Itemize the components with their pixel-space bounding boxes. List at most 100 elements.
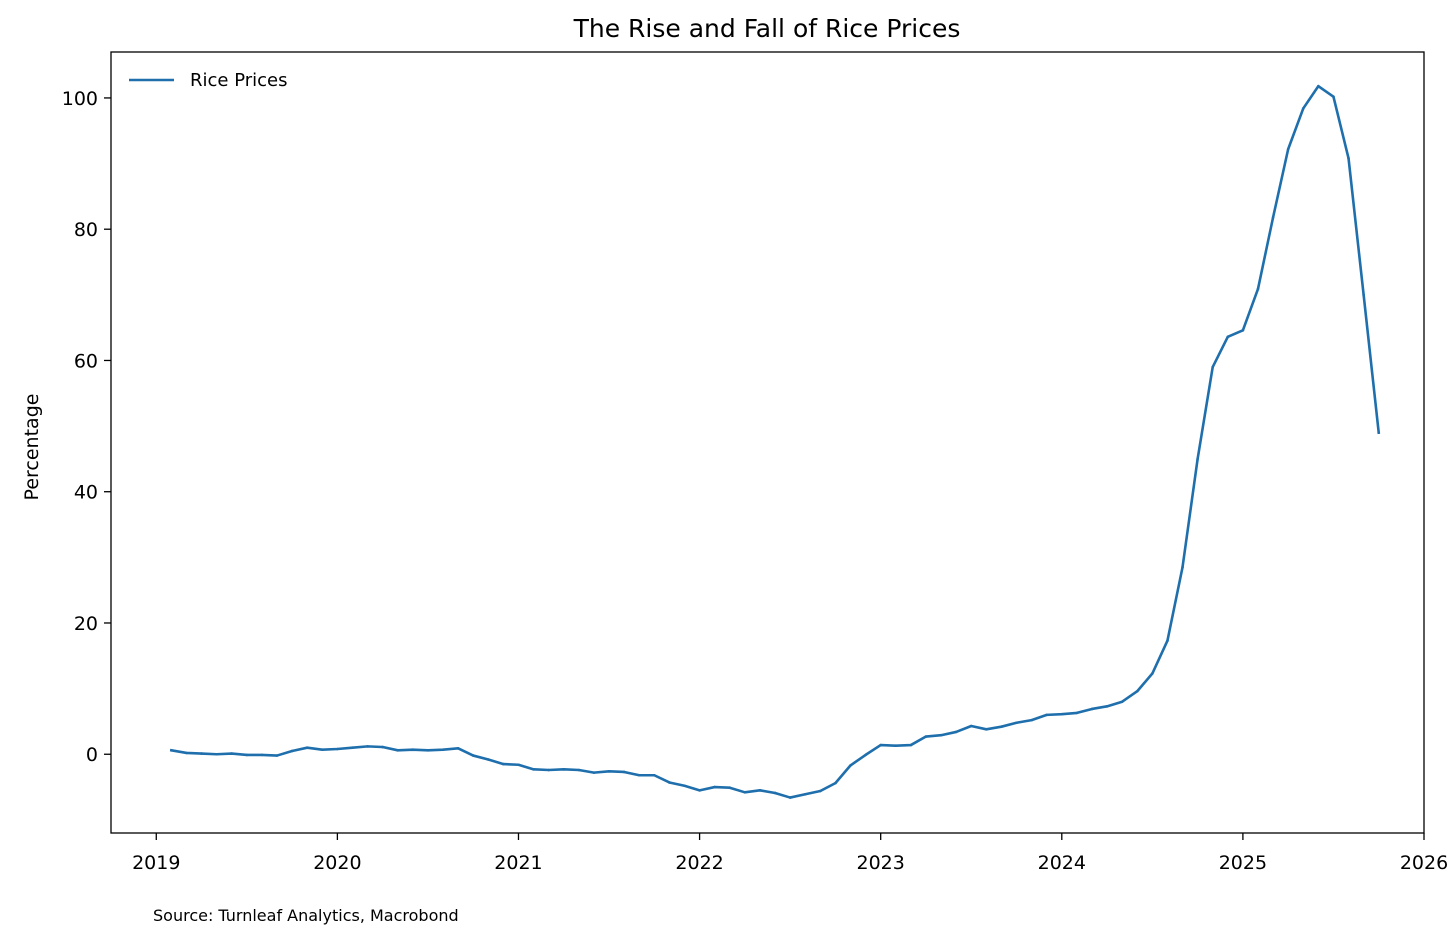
data-point-2023-03	[909, 743, 913, 747]
legend: Rice Prices	[129, 70, 288, 91]
data-point-2019-03	[185, 751, 188, 755]
data-point-2024-03	[1090, 707, 1094, 711]
data-point-2019-11	[305, 746, 309, 749]
data-point-2025-05	[1301, 107, 1305, 110]
data-point-2025-08	[1347, 157, 1350, 160]
data-point-2021-01	[517, 763, 520, 767]
data-point-2019-08	[260, 753, 264, 757]
data-point-2019-06	[230, 752, 234, 755]
data-point-2024-02	[1075, 711, 1079, 715]
y-tick-label-20: 20	[74, 613, 98, 635]
y-axis-label: Percentage	[21, 394, 43, 501]
data-point-2023-11	[1030, 718, 1033, 722]
data-point-2020-05	[396, 749, 400, 752]
x-tick-label-2021: 2021	[494, 852, 542, 874]
data-point-2021-03	[547, 768, 550, 772]
data-point-2025-01	[1241, 328, 1245, 332]
data-point-2021-09	[637, 773, 641, 777]
y-axis-label-group: Percentage	[21, 394, 43, 501]
data-point-2022-09	[819, 789, 822, 793]
x-tick-label-2023: 2023	[857, 852, 905, 874]
data-point-2020-02	[351, 746, 354, 749]
data-point-2021-04	[562, 768, 566, 771]
data-point-2025-09	[1362, 293, 1365, 297]
data-point-2025-03	[1271, 216, 1275, 219]
data-point-2023-12	[1045, 713, 1048, 717]
x-tick-label-2022: 2022	[675, 852, 723, 874]
data-point-2024-07	[1151, 672, 1154, 675]
data-point-2021-05	[577, 768, 581, 772]
data-point-2020-03	[366, 745, 369, 748]
y-tick-label-100: 100	[62, 88, 98, 110]
data-point-2024-06	[1135, 689, 1139, 693]
data-point-2025-07	[1332, 95, 1335, 98]
data-point-2023-09	[1000, 725, 1003, 728]
data-point-2022-03	[728, 786, 732, 790]
data-point-2020-06	[411, 748, 415, 751]
data-point-2024-08	[1166, 639, 1169, 642]
y-axis-ticks: 0 20 40 60 80 100	[62, 88, 111, 766]
data-point-2019-07	[245, 753, 249, 757]
data-point-2022-11	[849, 764, 852, 767]
data-point-2019-12	[320, 748, 324, 751]
data-point-2025-06	[1317, 84, 1320, 88]
data-point-2023-10	[1015, 721, 1018, 725]
data-point-2021-10	[653, 773, 656, 777]
legend-label-rice-prices: Rice Prices	[190, 70, 288, 91]
data-point-2021-06	[592, 771, 596, 774]
data-point-2022-10	[834, 781, 837, 785]
x-tick-label-2019: 2019	[132, 852, 180, 874]
data-point-2022-12	[864, 753, 867, 757]
data-point-2019-05	[215, 752, 218, 756]
data-point-2024-09	[1181, 565, 1184, 569]
data-point-2024-01	[1060, 712, 1064, 716]
data-point-2019-09	[275, 754, 279, 757]
data-point-2020-08	[441, 748, 445, 751]
data-point-2021-11	[668, 781, 671, 784]
source-note: Source: Turnleaf Analytics, Macrobond	[153, 906, 459, 925]
data-point-2022-01	[698, 789, 701, 792]
data-point-2024-05	[1120, 700, 1124, 704]
data-point-2020-01	[336, 747, 339, 751]
data-point-2024-04	[1105, 705, 1109, 708]
data-point-2022-06	[773, 791, 777, 795]
data-point-2023-06	[954, 730, 958, 734]
x-tick-label-2025: 2025	[1219, 852, 1267, 874]
data-point-2022-08	[803, 792, 807, 796]
chart-title: The Rise and Fall of Rice Prices	[573, 14, 961, 43]
y-tick-label-0: 0	[86, 744, 98, 766]
series-points-rice-prices	[170, 84, 1381, 799]
plot-area-frame	[110, 51, 1425, 834]
x-tick-label-2024: 2024	[1038, 852, 1086, 874]
data-point-2021-12	[683, 784, 686, 788]
x-axis-ticks: 2019 2020 2021 2022 2023 2024 2025 2026	[132, 833, 1448, 874]
y-tick-label-40: 40	[74, 482, 98, 504]
data-point-2021-07	[607, 770, 611, 773]
x-tick-label-2020: 2020	[313, 852, 361, 874]
data-point-2020-04	[381, 745, 384, 749]
data-point-2022-07	[788, 796, 792, 799]
data-point-2024-10	[1196, 457, 1199, 461]
data-point-2020-10	[471, 754, 475, 757]
data-point-2023-07	[969, 724, 973, 728]
y-tick-label-80: 80	[74, 219, 98, 241]
y-tick-label-60: 60	[74, 350, 98, 372]
data-point-2022-04	[743, 791, 747, 794]
data-point-2021-02	[532, 768, 535, 771]
data-point-2023-02	[894, 744, 898, 748]
data-point-2023-04	[924, 735, 928, 738]
data-point-2020-09	[456, 747, 460, 750]
series-layer	[169, 84, 1381, 799]
data-point-2023-08	[985, 728, 988, 731]
data-point-2022-05	[758, 789, 762, 792]
data-point-2020-12	[502, 762, 505, 766]
data-point-2020-11	[487, 758, 490, 761]
data-point-2024-11	[1211, 365, 1215, 369]
x-tick-label-2026: 2026	[1400, 852, 1448, 874]
data-point-2023-01	[879, 743, 882, 747]
data-point-2019-10	[290, 749, 294, 753]
data-point-2021-08	[622, 770, 626, 774]
data-point-2019-04	[200, 752, 203, 755]
